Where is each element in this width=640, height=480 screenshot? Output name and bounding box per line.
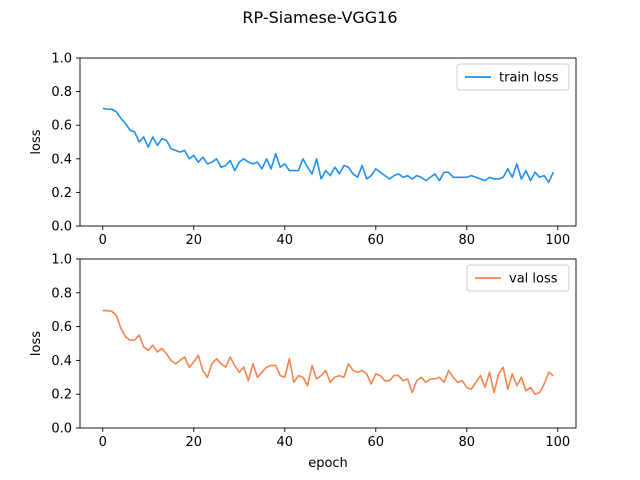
axes-frame [79, 57, 577, 227]
train-loss-plot: 0 20 40 60 80 100 0.0 0.2 0.4 0.6 0.8 1.0 loss train … [29, 52, 577, 248]
legend-label: train loss [499, 71, 559, 86]
x-tick-label: 40 [276, 435, 293, 450]
x-tick-label: 80 [459, 233, 476, 248]
y-tick-label: 0.2 [51, 388, 72, 403]
x-tick-label: 60 [368, 233, 385, 248]
x-tick-label: 0 [99, 233, 107, 248]
y-tick-label: 0.2 [51, 186, 72, 201]
x-tick-label: 0 [99, 435, 107, 450]
y-tick-label: 0.8 [51, 286, 72, 301]
x-tick-label: 40 [276, 233, 293, 248]
val-loss-plot: 0 20 40 60 80 100 0.0 0.2 0.4 0.6 0.8 1.0 loss epoch v… [29, 253, 577, 471]
y-tick-label: 1.0 [51, 253, 72, 268]
legend-box [456, 63, 570, 91]
x-tick-label: 60 [368, 435, 385, 450]
legend: val loss [466, 264, 570, 292]
figure-title: RP-Siamese-VGG16 [242, 8, 397, 27]
x-tick-label: 100 [545, 233, 570, 248]
axes-frame [79, 258, 577, 429]
x-tick-label: 20 [185, 233, 202, 248]
y-axis-label: loss [29, 129, 44, 154]
series-line-val-loss [102, 309, 554, 396]
y-tick-label: 0.6 [51, 320, 72, 335]
x-tick-label: 80 [459, 435, 476, 450]
legend-box [466, 264, 570, 292]
y-tick-label: 0.8 [51, 85, 72, 100]
series-line-train-loss [102, 107, 554, 184]
x-axis-label: epoch [308, 456, 348, 471]
x-tick-label: 20 [185, 435, 202, 450]
y-tick-label: 0.6 [51, 119, 72, 134]
y-axis-label: loss [29, 331, 44, 356]
y-tick-label: 1.0 [51, 52, 72, 67]
legend: train loss [456, 63, 570, 91]
y-tick-label: 0.4 [51, 354, 72, 369]
legend-label: val loss [509, 272, 558, 287]
x-tick-label: 100 [545, 435, 570, 450]
y-tick-label: 0.4 [51, 152, 72, 167]
y-tick-label: 0.0 [51, 220, 72, 235]
y-tick-label: 0.0 [51, 422, 72, 437]
